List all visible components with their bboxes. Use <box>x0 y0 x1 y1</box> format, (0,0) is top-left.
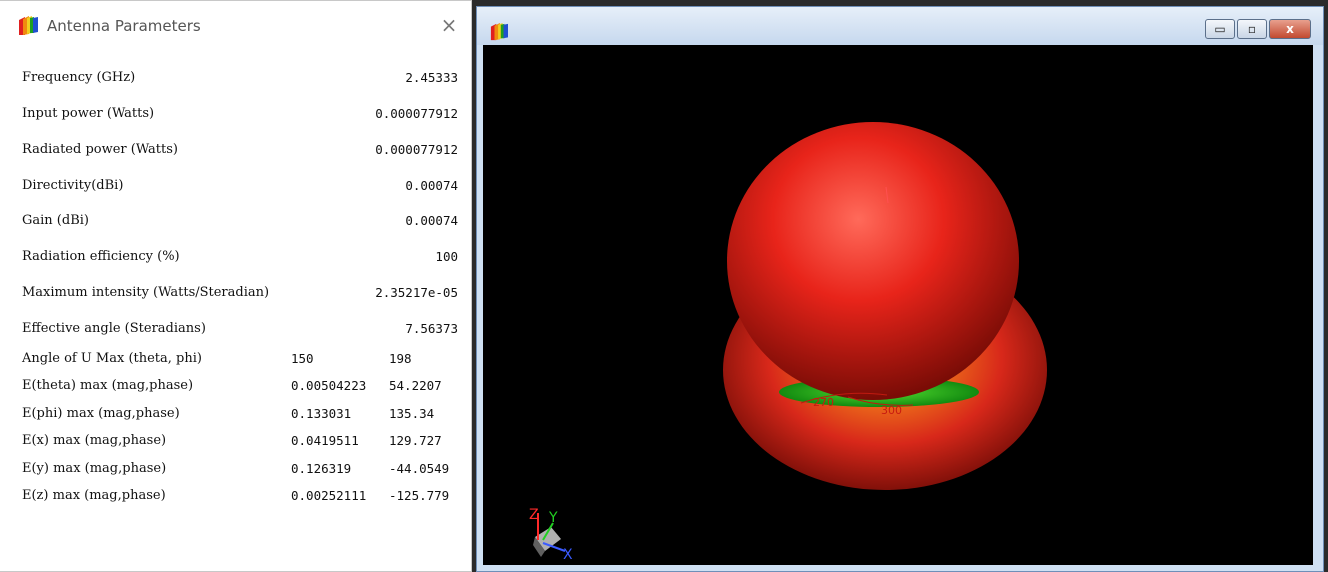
pattern-viewer-window: ▭ ▫ x <box>476 6 1324 572</box>
param-value-1: 0.126319 <box>291 461 352 476</box>
grid-arc <box>847 396 914 406</box>
maximize-icon: ▫ <box>1247 22 1257 36</box>
param-label: E(theta) max (mag,phase) <box>22 378 194 393</box>
param-row-e-y-max: E(y) max (mag,phase) 0.126319 -44.0549 <box>22 459 458 479</box>
param-value: 0.00074 <box>405 178 458 193</box>
param-value-1: 150 <box>291 351 314 366</box>
param-value: 100 <box>435 249 458 264</box>
param-label: Frequency (GHz) <box>22 70 136 85</box>
param-value-2: 54.2207 <box>389 378 442 393</box>
minimize-icon: ▭ <box>1214 22 1226 36</box>
param-row-e-theta-max: E(theta) max (mag,phase) 0.00504223 54.2… <box>22 376 458 396</box>
param-row-e-phi-max: E(phi) max (mag,phase) 0.133031 135.34 <box>22 404 458 424</box>
param-value: 2.35217e-05 <box>375 285 458 300</box>
param-value-2: -125.779 <box>389 488 450 503</box>
axes-triad: Z Y X <box>529 507 573 563</box>
param-value: 2.45333 <box>405 70 458 85</box>
param-value-1: 0.133031 <box>291 406 352 421</box>
param-row-e-z-max: E(z) max (mag,phase) 0.00252111 -125.779 <box>22 486 458 506</box>
param-label: Radiation efficiency (%) <box>22 249 180 264</box>
param-label: E(phi) max (mag,phase) <box>22 406 180 421</box>
param-value-2: 198 <box>389 351 412 366</box>
triad-shadow <box>533 537 545 557</box>
param-value-1: 0.00504223 <box>291 378 367 393</box>
angle-label-300: 300 <box>881 404 902 417</box>
axis-x-line <box>542 542 566 552</box>
param-row-e-x-max: E(x) max (mag,phase) 0.0419511 129.727 <box>22 431 458 451</box>
param-row-frequency: Frequency (GHz) 2.45333 <box>22 68 458 88</box>
param-label: Gain (dBi) <box>22 213 89 228</box>
minimize-button[interactable]: ▭ <box>1205 19 1235 39</box>
param-row-maximum-intensity: Maximum intensity (Watts/Steradian) 2.35… <box>22 283 458 303</box>
param-row-angle-u-max: Angle of U Max (theta, phi) 150 198 <box>22 349 458 369</box>
axis-y-label: Y <box>548 510 558 526</box>
param-value: 0.000077912 <box>375 106 458 121</box>
window-controls: ▭ ▫ x <box>1203 19 1311 39</box>
param-label: E(y) max (mag,phase) <box>22 461 167 476</box>
param-row-directivity: Directivity(dBi) 0.00074 <box>22 176 458 196</box>
param-value-1: 0.00252111 <box>291 488 367 503</box>
grid-arc <box>800 392 888 404</box>
param-label: Radiated power (Watts) <box>22 142 178 157</box>
axis-x-label: X <box>563 547 573 563</box>
param-label: Directivity(dBi) <box>22 178 124 193</box>
upper-lobe <box>727 122 1019 400</box>
app-logo-icon <box>19 16 38 35</box>
param-label: Input power (Watts) <box>22 106 155 121</box>
viewer-title-bar[interactable]: ▭ ▫ x <box>477 7 1323 45</box>
param-label: Effective angle (Steradians) <box>22 321 206 336</box>
param-row-gain: Gain (dBi) 0.00074 <box>22 211 458 231</box>
angle-label-270: 270 <box>813 396 834 409</box>
param-value-2: -44.0549 <box>389 461 450 476</box>
radiation-pattern-render[interactable]: 270 300 Z Y X <box>483 45 1313 565</box>
param-label: E(x) max (mag,phase) <box>22 433 167 448</box>
param-row-effective-angle: Effective angle (Steradians) 7.56373 <box>22 319 458 339</box>
param-value-2: 129.727 <box>389 433 442 448</box>
maximize-button[interactable]: ▫ <box>1237 19 1267 39</box>
axis-y-line <box>542 522 554 541</box>
param-value-1: 0.0419511 <box>291 433 359 448</box>
close-icon[interactable]: × <box>440 13 458 37</box>
param-label: Maximum intensity (Watts/Steradian) <box>22 285 270 300</box>
param-value: 7.56373 <box>405 321 458 336</box>
dialog-title-bar[interactable]: Antenna Parameters × <box>0 1 471 53</box>
dialog-title: Antenna Parameters <box>47 17 201 35</box>
param-value: 0.000077912 <box>375 142 458 157</box>
param-row-input-power: Input power (Watts) 0.000077912 <box>22 104 458 124</box>
param-row-radiated-power: Radiated power (Watts) 0.000077912 <box>22 140 458 160</box>
param-label: E(z) max (mag,phase) <box>22 488 166 503</box>
axis-tick-mark <box>885 186 889 204</box>
param-value-2: 135.34 <box>389 406 435 421</box>
antenna-parameters-dialog: Antenna Parameters × Frequency (GHz) 2.4… <box>0 0 472 572</box>
triad-base <box>535 527 561 551</box>
3d-viewport[interactable]: 270 300 Z Y X <box>483 45 1313 565</box>
param-label: Angle of U Max (theta, phi) <box>22 351 202 366</box>
app-logo-icon <box>490 23 508 41</box>
close-icon: x <box>1286 22 1294 36</box>
param-value: 0.00074 <box>405 213 458 228</box>
param-row-radiation-efficiency: Radiation efficiency (%) 100 <box>22 247 458 267</box>
axis-z-label: Z <box>529 507 539 523</box>
close-button[interactable]: x <box>1269 19 1311 39</box>
